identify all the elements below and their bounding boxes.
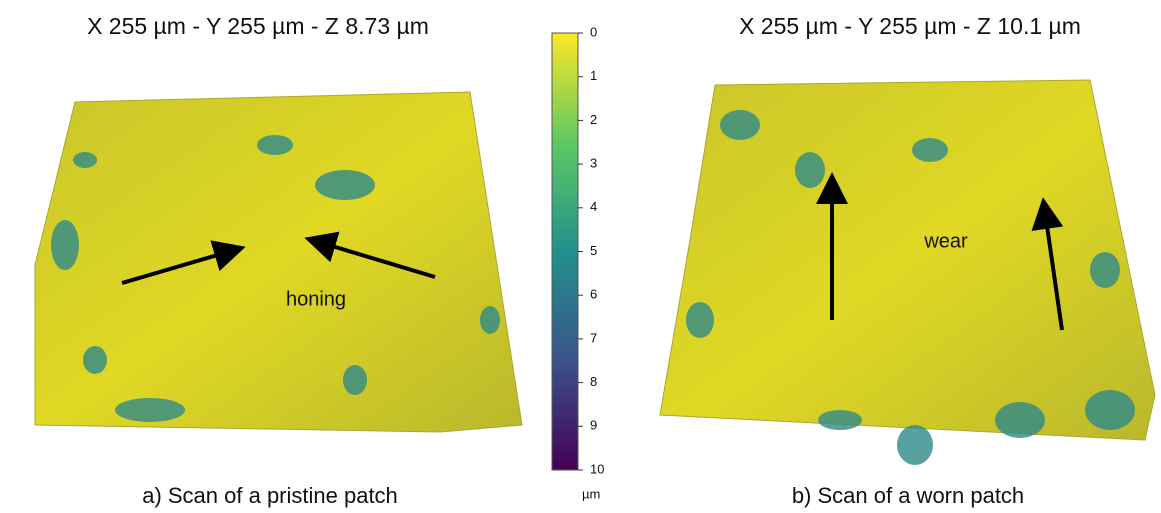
colorbar-tick-label: 9 xyxy=(590,418,597,433)
colorbar-tick-label: 8 xyxy=(590,374,597,389)
colorbar-tick-label: 7 xyxy=(590,330,597,345)
annotation: wear xyxy=(923,230,968,252)
colorbar-unit: µm xyxy=(582,486,600,501)
colorbar: µm 0 1 2 3 4 5 6 7 8 9 10 xyxy=(552,24,604,501)
annotation: honing xyxy=(286,288,346,310)
colorbar-tick-label: 3 xyxy=(590,156,597,171)
colorbar-tick-label: 10 xyxy=(590,461,604,476)
colorbar-tick-label: 4 xyxy=(590,199,597,214)
panel-caption: b) Scan of a worn patch xyxy=(792,483,1024,508)
colorbar-tick-label: 0 xyxy=(590,24,597,39)
surface-worn xyxy=(660,80,1155,465)
surface-pristine xyxy=(35,92,522,432)
colorbar-tick-label: 1 xyxy=(590,68,597,83)
panel-caption: a) Scan of a pristine patch xyxy=(142,483,398,508)
colorbar-tick-label: 6 xyxy=(590,287,597,302)
colorbar-tick-label: 5 xyxy=(590,243,597,258)
figure: µm 0 1 2 3 4 5 6 7 8 9 10 X 255 µm - Y 255 µm - Z … xyxy=(0,0,1161,513)
colorbar-tick-label: 2 xyxy=(590,112,597,127)
panel-title: X 255 µm - Y 255 µm - Z 10.1 µm xyxy=(739,13,1081,39)
colorbar-gradient xyxy=(552,33,578,470)
panel-title: X 255 µm - Y 255 µm - Z 8.73 µm xyxy=(87,13,429,39)
figure-canvas: µm 0 1 2 3 4 5 6 7 8 9 10 X 255 µm - Y 255 µm - Z … xyxy=(0,0,1161,513)
